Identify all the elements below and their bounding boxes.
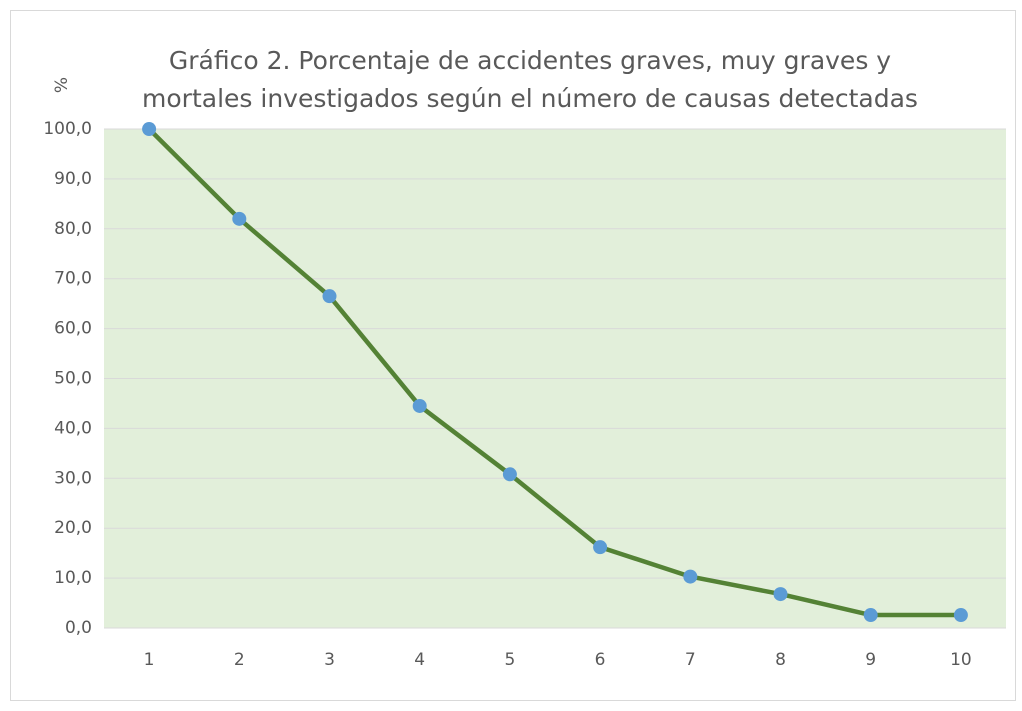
y-tick-label: 60,0 xyxy=(54,319,92,339)
marker xyxy=(232,211,247,226)
marker xyxy=(322,289,337,304)
marker xyxy=(412,398,427,413)
y-axis-label: % xyxy=(52,77,72,93)
y-tick-label: 30,0 xyxy=(54,468,92,488)
y-tick-label: 0,0 xyxy=(65,618,92,638)
y-tick-label: 50,0 xyxy=(54,369,92,389)
y-tick-label: 40,0 xyxy=(54,418,92,438)
y-tick-label: 20,0 xyxy=(54,518,92,538)
x-tick-label: 2 xyxy=(234,650,245,670)
y-tick-label: 70,0 xyxy=(54,269,92,289)
marker xyxy=(593,540,608,555)
x-tick-label: 1 xyxy=(144,650,155,670)
y-tick-label: 10,0 xyxy=(54,568,92,588)
chart-title: Gráfico 2. Porcentaje de accidentes grav… xyxy=(169,46,891,75)
x-tick-label: 3 xyxy=(324,650,335,670)
x-tick-label: 5 xyxy=(504,650,515,670)
marker xyxy=(502,467,517,482)
x-tick-label: 9 xyxy=(865,650,876,670)
marker xyxy=(142,122,157,136)
x-tick-label: 10 xyxy=(950,650,972,670)
chart-title: mortales investigados según el número de… xyxy=(142,84,918,113)
marker xyxy=(863,608,878,623)
y-tick-label: 90,0 xyxy=(54,169,92,189)
x-tick-label: 6 xyxy=(595,650,606,670)
line xyxy=(147,127,961,618)
x-tick-label: 8 xyxy=(775,650,786,670)
marker xyxy=(953,608,968,623)
marker xyxy=(773,587,788,602)
y-tick-label: 100,0 xyxy=(43,119,92,139)
x-tick-label: 4 xyxy=(414,650,425,670)
x-tick-label: 7 xyxy=(685,650,696,670)
marker xyxy=(683,569,698,584)
y-tick-label: 80,0 xyxy=(54,219,92,239)
